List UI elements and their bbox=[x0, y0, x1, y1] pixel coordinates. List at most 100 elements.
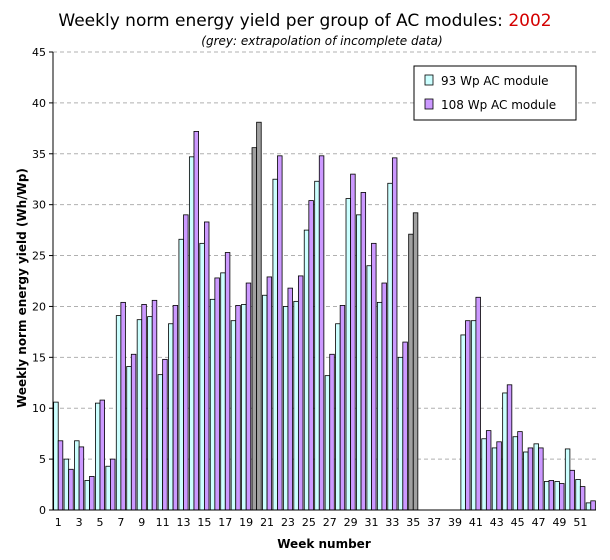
bar-week-40-series-1 bbox=[465, 320, 471, 511]
y-tick-label: 40 bbox=[32, 97, 46, 110]
bar-week-48-series-1 bbox=[548, 480, 555, 511]
bar-week-4-series-0 bbox=[84, 480, 90, 511]
legend-box bbox=[413, 65, 577, 121]
x-tick-label: 33 bbox=[385, 516, 399, 529]
bars-group bbox=[53, 121, 596, 511]
bar-week-5-series-0 bbox=[95, 402, 101, 511]
bar-week-46-series-0 bbox=[523, 451, 529, 511]
bar-week-9-series-0 bbox=[136, 319, 143, 511]
bar-week-50-series-1 bbox=[569, 469, 575, 511]
bar-week-52-series-0 bbox=[585, 502, 592, 511]
bar-week-44-series-1 bbox=[506, 384, 513, 511]
bar-week-47-series-0 bbox=[533, 443, 539, 511]
x-axis-title: Week number bbox=[277, 537, 371, 551]
bar-week-19-series-1 bbox=[245, 282, 252, 511]
bar-week-15-series-1 bbox=[204, 221, 210, 511]
bar-week-18-series-1 bbox=[235, 305, 241, 511]
x-tick-label: 15 bbox=[197, 516, 211, 529]
x-tick-label: 17 bbox=[218, 516, 232, 529]
x-tick-label: 5 bbox=[96, 516, 103, 529]
bar-week-32-series-1 bbox=[381, 282, 387, 511]
bar-week-19-series-0 bbox=[241, 304, 247, 511]
x-tick-label: 27 bbox=[323, 516, 337, 529]
bar-week-12-series-0 bbox=[168, 323, 174, 511]
bar-week-18-series-0 bbox=[230, 320, 237, 511]
bar-week-22-series-0 bbox=[272, 178, 278, 511]
bar-week-27-series-0 bbox=[324, 375, 331, 511]
chart-subtitle: (grey: extrapolation of incomplete data) bbox=[201, 34, 442, 48]
axes bbox=[52, 52, 596, 511]
chart-title-year: 2002 bbox=[508, 11, 551, 31]
bar-week-27-series-1 bbox=[329, 353, 335, 511]
bar-week-11-series-1 bbox=[162, 358, 168, 511]
y-tick-label: 5 bbox=[39, 453, 46, 466]
bar-week-3-series-1 bbox=[78, 446, 85, 511]
legend-label-108wp: 108 Wp AC module bbox=[441, 98, 556, 112]
y-axis-title: Weekly norm energy yield (Wh/Wp) bbox=[15, 168, 29, 408]
x-tick-label: 23 bbox=[281, 516, 295, 529]
bar-week-2-series-1 bbox=[68, 468, 74, 511]
y-tick-label: 30 bbox=[32, 199, 46, 212]
x-tick-label: 21 bbox=[260, 516, 274, 529]
bar-week-34-series-0 bbox=[397, 356, 404, 511]
bar-week-44-series-0 bbox=[502, 392, 508, 511]
legend-label-93wp: 93 Wp AC module bbox=[441, 74, 549, 88]
bar-week-15-series-0 bbox=[199, 242, 205, 511]
x-tick-label: 47 bbox=[532, 516, 546, 529]
x-tick-label: 35 bbox=[406, 516, 420, 529]
bar-week-34-series-1 bbox=[402, 341, 408, 511]
x-tick-label: 11 bbox=[156, 516, 170, 529]
y-tick-label: 15 bbox=[32, 351, 46, 364]
bar-week-48-series-0 bbox=[544, 481, 550, 511]
x-tick-label: 1 bbox=[55, 516, 62, 529]
bar-week-47-series-1 bbox=[538, 447, 544, 511]
bar-week-45-series-1 bbox=[517, 431, 523, 511]
bar-week-8-series-0 bbox=[126, 366, 132, 511]
bar-week-24-series-1 bbox=[297, 275, 304, 511]
legend-swatch-108wp bbox=[424, 98, 434, 110]
bar-week-29-series-1 bbox=[350, 173, 356, 511]
bar-week-14-series-0 bbox=[188, 156, 195, 511]
y-tick-label: 25 bbox=[32, 250, 46, 263]
bar-week-13-series-1 bbox=[183, 214, 189, 511]
bar-week-3-series-0 bbox=[74, 440, 80, 511]
chart-title-prefix: Weekly norm energy yield per group of AC… bbox=[58, 11, 508, 31]
bar-week-35-series-0 bbox=[408, 233, 414, 511]
bar-week-51-series-0 bbox=[575, 479, 581, 511]
bar-week-24-series-0 bbox=[293, 300, 299, 511]
y-tick-label: 35 bbox=[32, 148, 46, 161]
bar-week-6-series-0 bbox=[105, 465, 111, 511]
bar-week-17-series-1 bbox=[224, 252, 231, 511]
bar-week-46-series-1 bbox=[527, 447, 534, 511]
chart-title: Weekly norm energy yield per group of AC… bbox=[58, 11, 551, 31]
bar-week-52-series-1 bbox=[590, 500, 596, 511]
bar-week-41-series-0 bbox=[470, 320, 477, 511]
y-tick-label: 10 bbox=[32, 402, 46, 415]
bar-week-40-series-0 bbox=[460, 334, 466, 511]
x-tick-label: 31 bbox=[364, 516, 378, 529]
x-tick-label: 49 bbox=[552, 516, 566, 529]
bar-week-51-series-1 bbox=[579, 486, 586, 511]
bar-week-14-series-1 bbox=[193, 130, 199, 511]
bar-week-12-series-1 bbox=[172, 305, 179, 511]
bar-week-25-series-0 bbox=[303, 229, 310, 511]
bar-week-1-series-1 bbox=[57, 440, 64, 511]
bar-week-10-series-1 bbox=[151, 299, 158, 511]
x-tick-label: 37 bbox=[427, 516, 441, 529]
bar-week-33-series-0 bbox=[387, 182, 393, 511]
bar-week-26-series-0 bbox=[314, 180, 320, 511]
bar-week-25-series-1 bbox=[308, 200, 314, 511]
bar-week-11-series-0 bbox=[157, 374, 164, 511]
bar-week-13-series-0 bbox=[178, 238, 184, 511]
bar-week-35-series-1 bbox=[412, 212, 419, 511]
bar-week-32-series-0 bbox=[376, 301, 383, 511]
x-tick-label: 43 bbox=[490, 516, 504, 529]
bar-week-45-series-0 bbox=[512, 436, 519, 511]
bar-week-43-series-0 bbox=[491, 447, 498, 511]
bar-week-29-series-0 bbox=[345, 198, 352, 511]
y-tick-label: 0 bbox=[39, 504, 46, 517]
bar-week-9-series-1 bbox=[141, 304, 147, 511]
bar-week-31-series-0 bbox=[366, 265, 372, 511]
bar-week-30-series-1 bbox=[360, 192, 367, 511]
